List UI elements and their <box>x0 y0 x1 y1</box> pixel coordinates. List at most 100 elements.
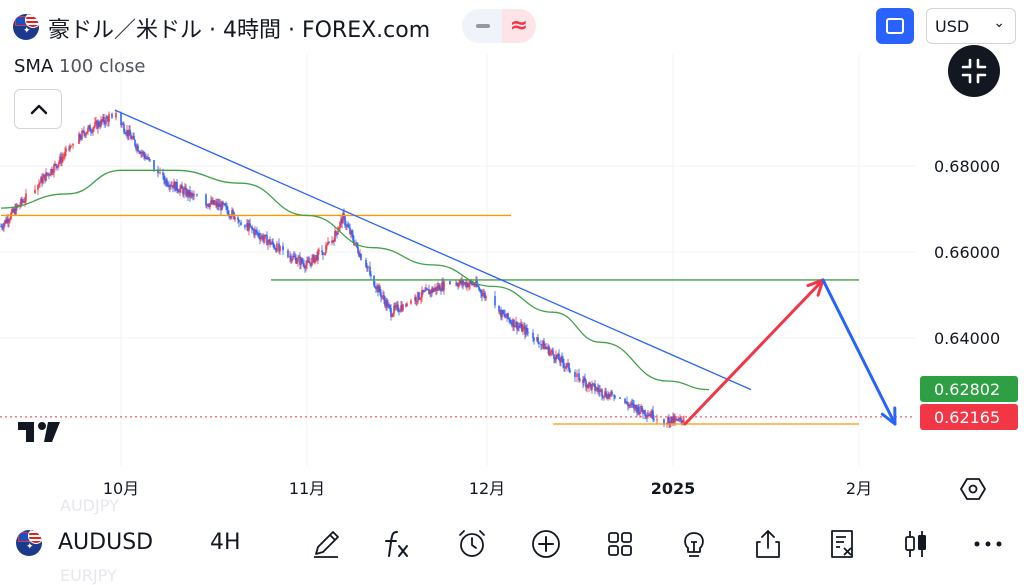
add-button[interactable] <box>528 526 564 562</box>
time-tick-label: 2025 <box>651 479 696 498</box>
candle-body <box>392 313 394 317</box>
layouts-button[interactable] <box>602 526 638 562</box>
candle-body <box>168 185 170 188</box>
price-chart[interactable]: 0.68000 0.66000 0.64000 0.62802 0.62165 10月 1… <box>0 54 1024 510</box>
candle-body <box>678 418 680 420</box>
currency-select[interactable]: USD ⌄ <box>926 8 1016 44</box>
chart-type-button[interactable] <box>898 526 934 562</box>
candle-body <box>324 252 326 256</box>
candle-body <box>6 218 8 223</box>
candle-body <box>537 337 539 343</box>
chart-settings-icon[interactable] <box>960 476 986 502</box>
more-button[interactable] <box>970 526 1006 562</box>
candle-body <box>459 280 461 283</box>
descending-trendline[interactable] <box>114 109 752 391</box>
candle-body <box>223 203 225 205</box>
share-button[interactable] <box>750 526 786 562</box>
candle-body <box>43 174 45 178</box>
candle-body <box>292 255 294 260</box>
candle-body <box>435 287 437 291</box>
indicators-button[interactable] <box>380 526 416 562</box>
candle-body <box>507 313 509 319</box>
candle-body <box>494 296 496 306</box>
alarm-icon <box>459 530 485 557</box>
candle-body <box>499 309 501 312</box>
candle-body <box>328 242 330 244</box>
candle-body <box>147 157 149 159</box>
candle-body <box>625 401 627 404</box>
candle-body <box>583 377 585 383</box>
candle-body <box>177 189 179 192</box>
candle-body <box>231 210 233 217</box>
candle-body <box>133 135 135 140</box>
up-projection-arrow[interactable] <box>683 278 825 426</box>
candle-body <box>107 117 109 122</box>
candle-body <box>335 230 337 233</box>
candle-body <box>449 281 451 285</box>
candle-body <box>93 126 95 129</box>
candle-body <box>209 203 211 207</box>
candle-body <box>554 358 556 361</box>
candle-body <box>246 223 248 228</box>
ideas-button[interactable] <box>676 526 712 562</box>
candle-body <box>327 242 329 245</box>
candle-body <box>673 416 675 423</box>
candle-body <box>588 382 590 388</box>
candle-body <box>350 230 352 234</box>
candle-body <box>247 223 249 231</box>
candle-body <box>463 283 465 285</box>
alert-button[interactable] <box>454 526 490 562</box>
candle-body <box>78 134 80 144</box>
candle-body <box>244 225 246 228</box>
candle-body <box>440 290 442 292</box>
candle-body <box>595 389 597 391</box>
exit-fullscreen-button[interactable] <box>948 45 1000 97</box>
candle-body <box>437 286 439 290</box>
bottom-toolbar: AUDJPY ✦ AUDUSD 4H EURJPY <box>0 496 1024 585</box>
candle-body <box>165 179 167 184</box>
symbol-selector[interactable]: AUDUSD <box>58 530 154 555</box>
candle-body <box>635 405 637 408</box>
symbol-title[interactable]: 豪ドル／米ドル · 4時間 · FOREX.com <box>48 18 431 43</box>
candle-body <box>613 394 615 396</box>
candle-body <box>248 223 250 231</box>
collapse-indicators-button[interactable] <box>462 9 502 43</box>
candle-body <box>609 394 611 397</box>
interval-selector[interactable]: 4H <box>210 530 241 555</box>
candle-body <box>192 194 194 197</box>
candle-body <box>14 208 16 215</box>
candle-body <box>92 128 94 133</box>
candle-body <box>340 218 342 223</box>
candle-body <box>65 148 67 152</box>
candle-body <box>377 285 379 293</box>
candle-body <box>680 417 682 421</box>
compare-button[interactable]: ≈ <box>502 9 536 43</box>
candle-body <box>681 420 683 423</box>
legend-toggle-button[interactable] <box>14 89 62 129</box>
indicator-legend[interactable]: SMA 100 close <box>14 56 145 77</box>
layout-button[interactable] <box>876 8 914 44</box>
candle-body <box>591 384 593 390</box>
candle-body <box>122 123 124 125</box>
report-button[interactable] <box>824 526 860 562</box>
candle-body <box>100 119 102 127</box>
candle-body <box>227 210 229 215</box>
candle-body <box>51 169 53 173</box>
candle-body <box>417 292 419 302</box>
down-projection-arrow[interactable] <box>821 278 897 426</box>
candle-body <box>683 420 685 422</box>
candle-body <box>670 417 672 423</box>
candle-body <box>294 256 296 258</box>
candle-body <box>265 235 267 237</box>
candle-body <box>405 304 407 307</box>
candle-body <box>48 173 50 176</box>
candle-body <box>384 299 386 307</box>
candle-body <box>137 145 139 152</box>
candle-body <box>381 296 383 298</box>
candle-body <box>400 305 402 311</box>
candle-body <box>126 129 128 135</box>
drawing-tool-button[interactable] <box>308 526 344 562</box>
candle-body <box>546 347 548 350</box>
candle-body <box>596 387 598 390</box>
candle-body <box>131 137 133 140</box>
